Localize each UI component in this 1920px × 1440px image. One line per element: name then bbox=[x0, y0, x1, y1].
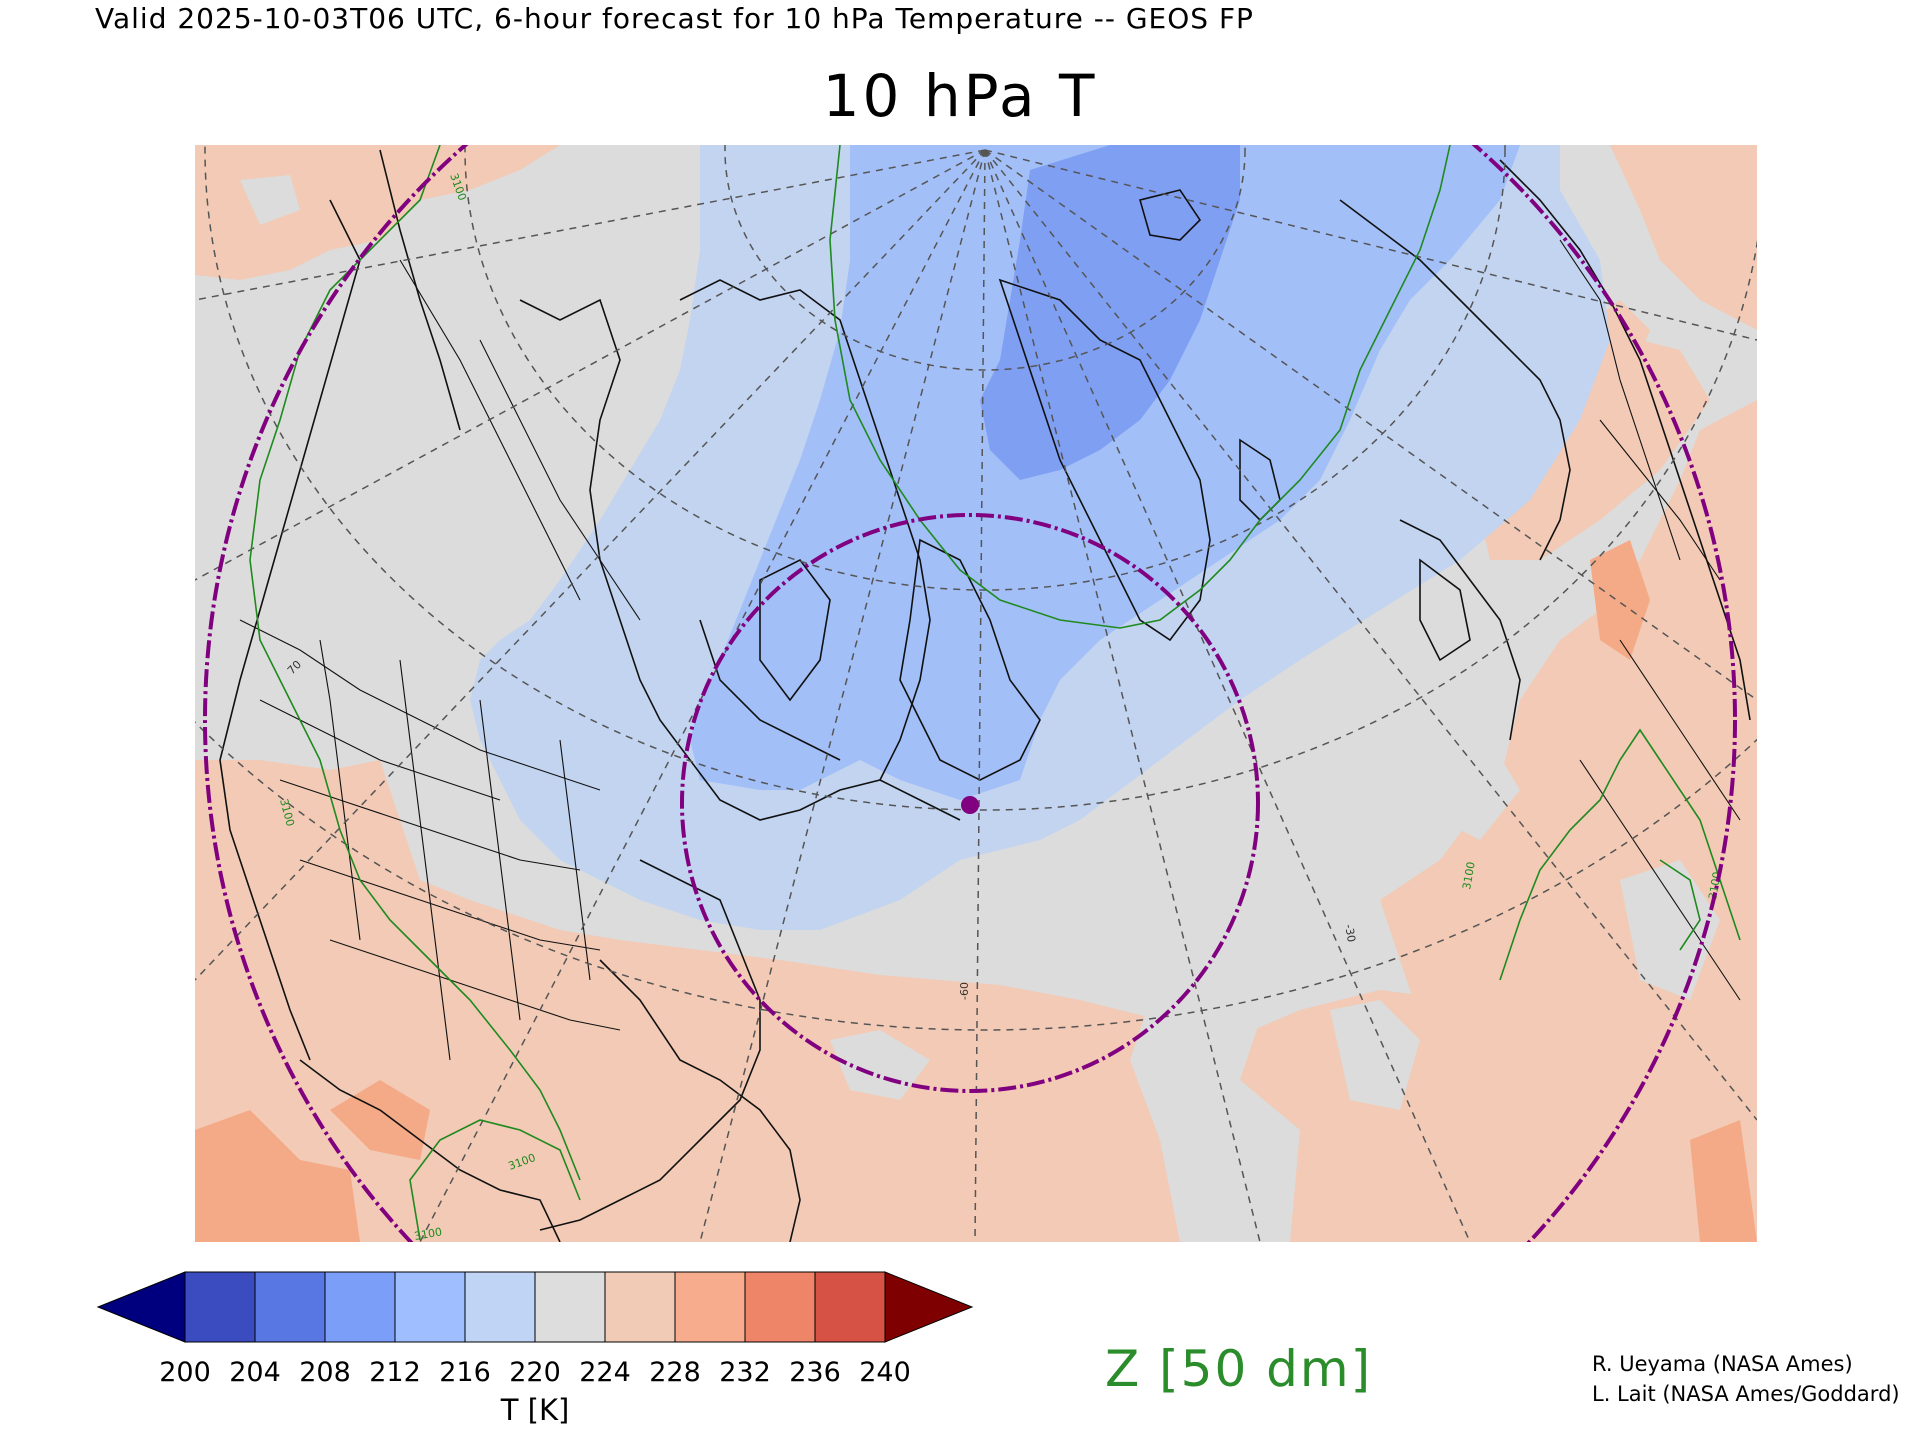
colorbar-tick-label: 208 bbox=[299, 1357, 351, 1388]
contour-label: 3100 bbox=[1460, 861, 1478, 891]
coastlines bbox=[219, 149, 1751, 1242]
colorbar-cell bbox=[604, 1271, 676, 1343]
range-circles bbox=[203, 145, 1737, 1242]
colorbar-cell bbox=[744, 1271, 816, 1343]
colorbar-cell bbox=[674, 1271, 746, 1343]
credit-line-1: R. Ueyama (NASA Ames) bbox=[1592, 1352, 1853, 1376]
colorbar-cell bbox=[324, 1271, 396, 1343]
colorbar-cell bbox=[254, 1271, 326, 1343]
map-title: 10 hPa T bbox=[822, 62, 1098, 130]
colorbar-tick-label: 240 bbox=[859, 1357, 911, 1388]
colorbar-tick-label: 212 bbox=[369, 1357, 421, 1388]
valid-time-header: Valid 2025-10-03T06 UTC, 6-hour forecast… bbox=[95, 2, 1254, 35]
contour-legend: Z [50 dm] bbox=[1105, 1340, 1373, 1398]
colorbar-tick-label: 216 bbox=[439, 1357, 491, 1388]
colorbar-cells bbox=[184, 1271, 886, 1343]
colorbar-cell bbox=[464, 1271, 536, 1343]
location-marker bbox=[961, 796, 979, 814]
temperature-fill-208-212 bbox=[980, 145, 1240, 480]
graticule bbox=[195, 145, 1757, 1242]
contour-label: 3100 bbox=[413, 1225, 443, 1243]
political-borders bbox=[239, 239, 1741, 1061]
colorbar bbox=[96, 1271, 974, 1343]
height-contours bbox=[249, 145, 1741, 1241]
colorbar-high-arrow bbox=[884, 1271, 974, 1343]
colorbar-cell bbox=[184, 1271, 256, 1343]
colorbar-low-arrow bbox=[96, 1271, 186, 1343]
colorbar-cell bbox=[814, 1271, 886, 1343]
colorbar-tick-label: 224 bbox=[579, 1357, 631, 1388]
colorbar-tick-label: 228 bbox=[649, 1357, 701, 1388]
temperature-fill-228-232 bbox=[195, 540, 1757, 1242]
inner-range-circle bbox=[680, 513, 1260, 1093]
graticule-label: -60 bbox=[958, 982, 971, 1000]
outer-range-circle bbox=[203, 145, 1737, 1242]
colorbar-tick-label: 220 bbox=[509, 1357, 561, 1388]
colorbar-tick-label: 204 bbox=[229, 1357, 281, 1388]
colorbar-cell bbox=[534, 1271, 606, 1343]
credit-line-2: L. Lait (NASA Ames/Goddard) bbox=[1592, 1382, 1900, 1406]
colorbar-tick-label: 232 bbox=[719, 1357, 771, 1388]
colorbar-cell bbox=[394, 1271, 466, 1343]
colorbar-unit-label: T [K] bbox=[500, 1393, 570, 1427]
graticule-label: -30 bbox=[1342, 923, 1358, 943]
temperature-fill-212-216 bbox=[690, 145, 1520, 800]
colorbar-tick-label: 200 bbox=[159, 1357, 211, 1388]
colorbar-tick-label: 236 bbox=[789, 1357, 841, 1388]
